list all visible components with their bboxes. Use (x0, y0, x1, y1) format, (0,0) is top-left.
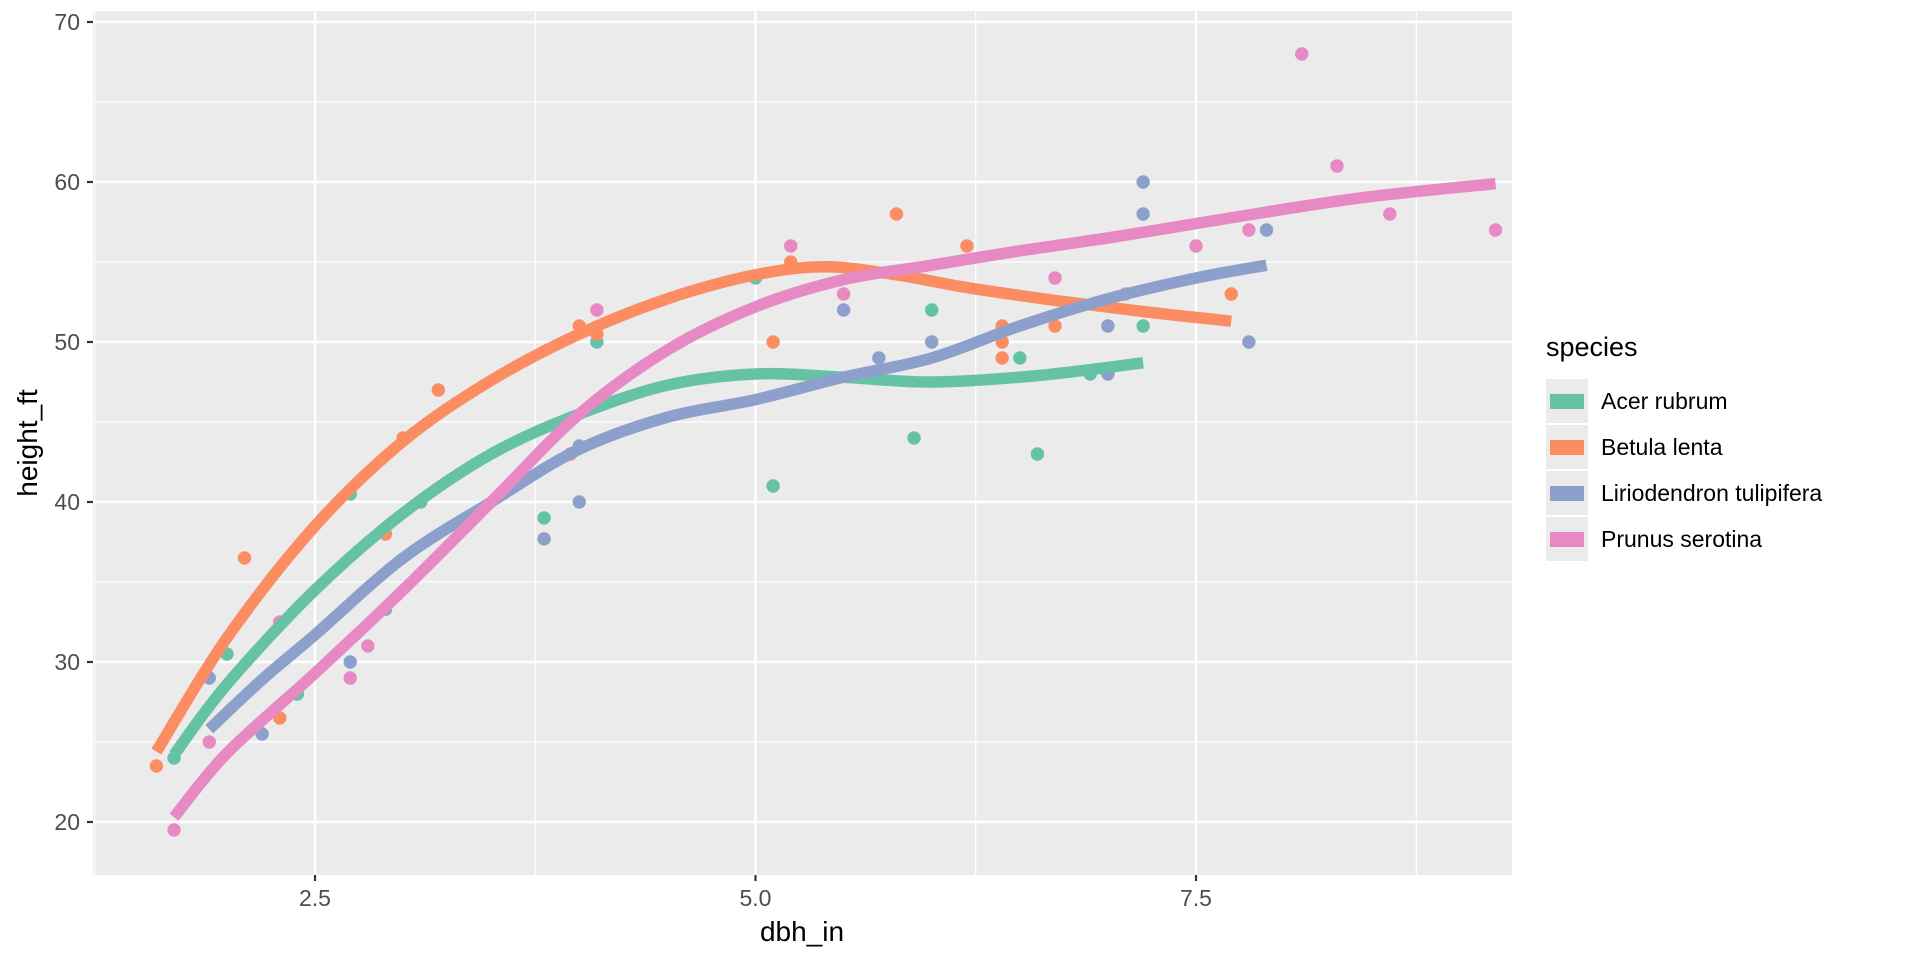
data-point (836, 303, 851, 317)
data-point (1136, 207, 1150, 221)
y-tick-label: 30 (54, 649, 80, 675)
data-point (1048, 271, 1062, 285)
data-point (1383, 207, 1397, 221)
legend-item: Liriodendron tulipifera (1546, 471, 1822, 515)
legend-item-label: Liriodendron tulipifera (1601, 479, 1823, 506)
data-point (907, 431, 921, 445)
data-point (1488, 223, 1503, 237)
data-point (960, 239, 974, 253)
x-tick-labels: 2.5 5.0 7.5 (299, 885, 1212, 911)
data-point (1013, 351, 1027, 365)
legend-item: Betula lenta (1546, 425, 1822, 469)
data-point (766, 335, 780, 349)
data-point (1295, 47, 1309, 61)
data-point (149, 759, 164, 773)
data-point (431, 383, 446, 397)
data-point (1224, 287, 1238, 301)
data-point (343, 671, 357, 685)
tick-marks (87, 20, 1198, 881)
smooth-line-acer-rubrum (169, 357, 1144, 759)
data-point (784, 239, 798, 253)
data-point (1259, 223, 1274, 237)
data-point (1330, 159, 1344, 173)
data-point (361, 639, 375, 653)
legend-item-label: Betula lenta (1601, 433, 1723, 460)
legend-key (1546, 471, 1588, 515)
legend-key (1546, 379, 1588, 423)
data-point (202, 735, 216, 749)
y-axis-title: height_ft (12, 389, 43, 497)
data-point (889, 207, 904, 221)
data-layer (149, 47, 1503, 837)
data-point (1030, 447, 1045, 461)
legend-item-label: Prunus serotina (1601, 525, 1763, 552)
data-point (590, 303, 604, 317)
data-point (537, 532, 551, 546)
legend-swatch-icon (1550, 393, 1584, 409)
data-point (1189, 239, 1203, 253)
legend-title: species (1546, 332, 1638, 362)
data-point (1136, 175, 1150, 189)
data-point (836, 287, 851, 301)
data-point (1101, 319, 1115, 333)
legend-swatch-icon (1550, 485, 1584, 501)
y-tick-label: 70 (54, 9, 80, 35)
legend-item-label: Acer rubrum (1601, 387, 1728, 414)
legend-items: Acer rubrum Betula lenta Liriodendron tuli… (1546, 379, 1822, 561)
data-point (995, 351, 1009, 365)
data-point (572, 495, 586, 509)
data-point (1136, 319, 1150, 333)
legend-item: Prunus serotina (1546, 517, 1822, 561)
legend-swatch-icon (1550, 531, 1584, 547)
data-point (872, 351, 886, 365)
data-point (766, 479, 780, 493)
legend-swatch-icon (1550, 439, 1584, 455)
x-tick-label: 2.5 (299, 885, 331, 911)
plot-panel (93, 11, 1512, 875)
data-point (343, 655, 357, 669)
y-tick-labels: 20 30 40 50 60 70 (54, 9, 80, 835)
legend: species Acer rubrum Betula lenta Liriodend… (1546, 332, 1822, 563)
x-tick-label: 5.0 (740, 885, 772, 911)
legend-key (1546, 425, 1588, 469)
smooth-line-liriodendron-tulipifera (205, 259, 1268, 734)
smooth-line-betula-lenta (151, 261, 1232, 755)
data-point (237, 551, 252, 565)
y-tick-label: 40 (54, 489, 80, 515)
legend-item: Acer rubrum (1546, 379, 1822, 423)
data-point (925, 303, 939, 317)
y-tick-label: 50 (54, 329, 80, 355)
x-tick-label: 7.5 (1180, 885, 1212, 911)
y-tick-label: 60 (54, 169, 80, 195)
smooth-line-prunus-serotina (169, 177, 1497, 821)
data-point (167, 823, 181, 837)
data-point (1048, 319, 1062, 333)
legend-key (1546, 517, 1588, 561)
data-point (1242, 335, 1256, 349)
data-point (537, 511, 551, 525)
y-tick-label: 20 (54, 809, 80, 835)
x-axis-title: dbh_in (759, 916, 845, 947)
data-point (1242, 223, 1256, 237)
data-point (925, 335, 939, 349)
